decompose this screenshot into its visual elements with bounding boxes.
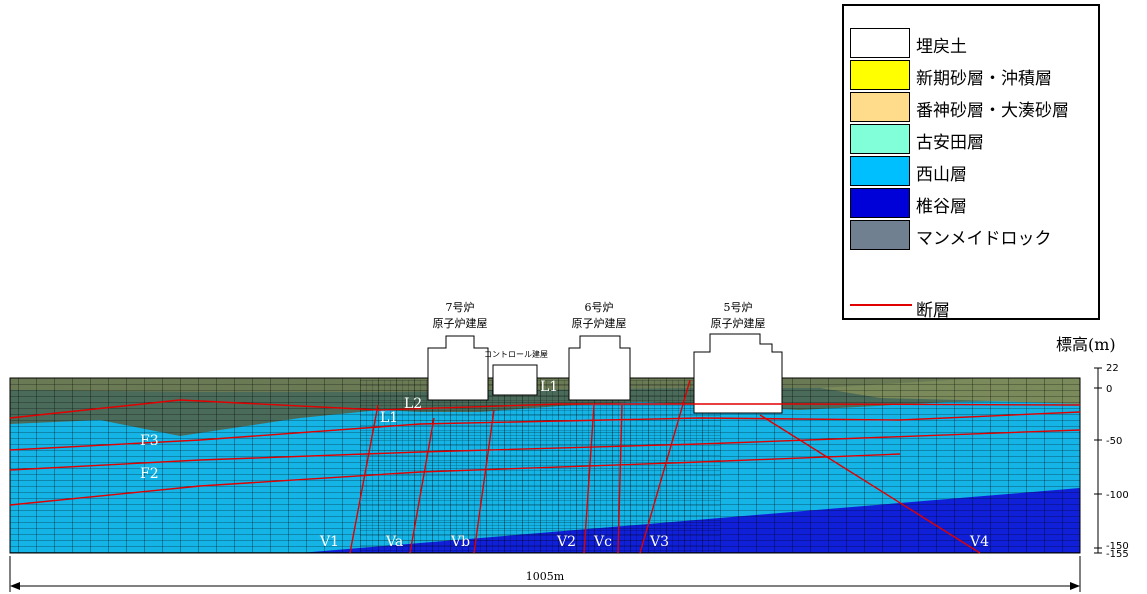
label-l2: L2 [404, 396, 422, 412]
legend-label-nishiyama: 西山層 [916, 165, 967, 185]
fault-v4 [759, 414, 981, 554]
label-v2: V2 [556, 534, 576, 550]
tick-0: 0 [1106, 384, 1112, 395]
unit5-label-1: 5号炉 [724, 301, 753, 314]
control-building: コントロール建屋 [484, 349, 548, 396]
soil-layers [10, 378, 1080, 553]
label-v4: V4 [969, 534, 989, 550]
unit5-label-2: 原子炉建屋 [711, 316, 766, 330]
label-l1-west: L1 [380, 410, 398, 426]
unit6-label-2: 原子炉建屋 [572, 316, 627, 330]
label-vc: Vc [593, 534, 612, 550]
fault-f1 [9, 453, 901, 506]
control-building-label: コントロール建屋 [484, 349, 548, 359]
unit7-label-1: 7号炉 [446, 301, 475, 314]
legend-label-furuyasuda: 古安田層 [916, 133, 984, 153]
fault-va [409, 417, 435, 554]
fault-v3 [639, 379, 691, 554]
swatch-fault-line [850, 304, 912, 306]
building-unit7: 7号炉 原子炉建屋 [427, 301, 489, 401]
unit7-label-2: 原子炉建屋 [433, 316, 488, 330]
legend-label-fault: 断層 [916, 301, 950, 321]
legend-label-shiiya: 椎谷層 [916, 197, 967, 217]
fault-f2 [9, 429, 1081, 471]
fault-vb [473, 409, 495, 554]
elevation-axis: 標高(m) 22 0 -50 -100 -150 -155 [1056, 335, 1129, 560]
legend-label-backfill: 埋戻土 [916, 37, 967, 57]
tick-minus-100: -100 [1106, 490, 1129, 501]
fault-vc [617, 404, 623, 554]
swatch-nishiyama [850, 156, 910, 186]
swatch-backfill [850, 28, 910, 58]
width-dimension-label: 1005m [526, 570, 565, 583]
fault-f3 [9, 411, 1081, 451]
label-l1-east: L1 [540, 379, 558, 395]
legend-label-banjin-sand: 番神砂層・大湊砂層 [916, 101, 1069, 121]
legend-label-manmade-rock: マンメイドロック [916, 229, 1052, 249]
fault-labels: F3 F2 L1 L2 L1 V1 Va Vb V2 Vc V3 V4 [140, 379, 989, 550]
tick-minus-155: -155 [1106, 549, 1129, 560]
legend: 埋戻土 新期砂層・沖積層 番神砂層・大湊砂層 古安田層 西山層 椎谷層 マンメイ… [842, 4, 1100, 321]
tick-minus-150: -150 [1106, 541, 1129, 552]
label-v3: V3 [649, 534, 669, 550]
fault-lines [9, 379, 1081, 554]
model-frame [9, 377, 1081, 554]
unit6-label-1: 6号炉 [585, 301, 614, 314]
swatch-manmade-rock [850, 220, 910, 250]
building-unit5: 5号炉 原子炉建屋 [693, 301, 783, 414]
swatch-shiiya [850, 188, 910, 218]
building-unit6: 6号炉 原子炉建屋 [568, 301, 631, 401]
tick-22: 22 [1106, 363, 1119, 374]
fault-l [9, 399, 1081, 419]
label-vb: Vb [450, 534, 470, 550]
label-f2: F2 [140, 466, 159, 482]
label-f3: F3 [140, 433, 159, 449]
swatch-furuyasuda [850, 124, 910, 154]
legend-label-new-sand: 新期砂層・沖積層 [916, 69, 1052, 89]
width-dimension: 1005m [9, 556, 1081, 592]
swatch-new-sand [850, 60, 910, 90]
fault-v1 [349, 404, 379, 554]
axis-unit-label: 標高(m) [1056, 335, 1116, 354]
swatch-banjin-sand [850, 92, 910, 122]
label-va: Va [385, 534, 403, 550]
tick-minus-50: -50 [1106, 436, 1122, 447]
label-v1: V1 [319, 534, 339, 550]
fault-v2 [583, 404, 595, 554]
